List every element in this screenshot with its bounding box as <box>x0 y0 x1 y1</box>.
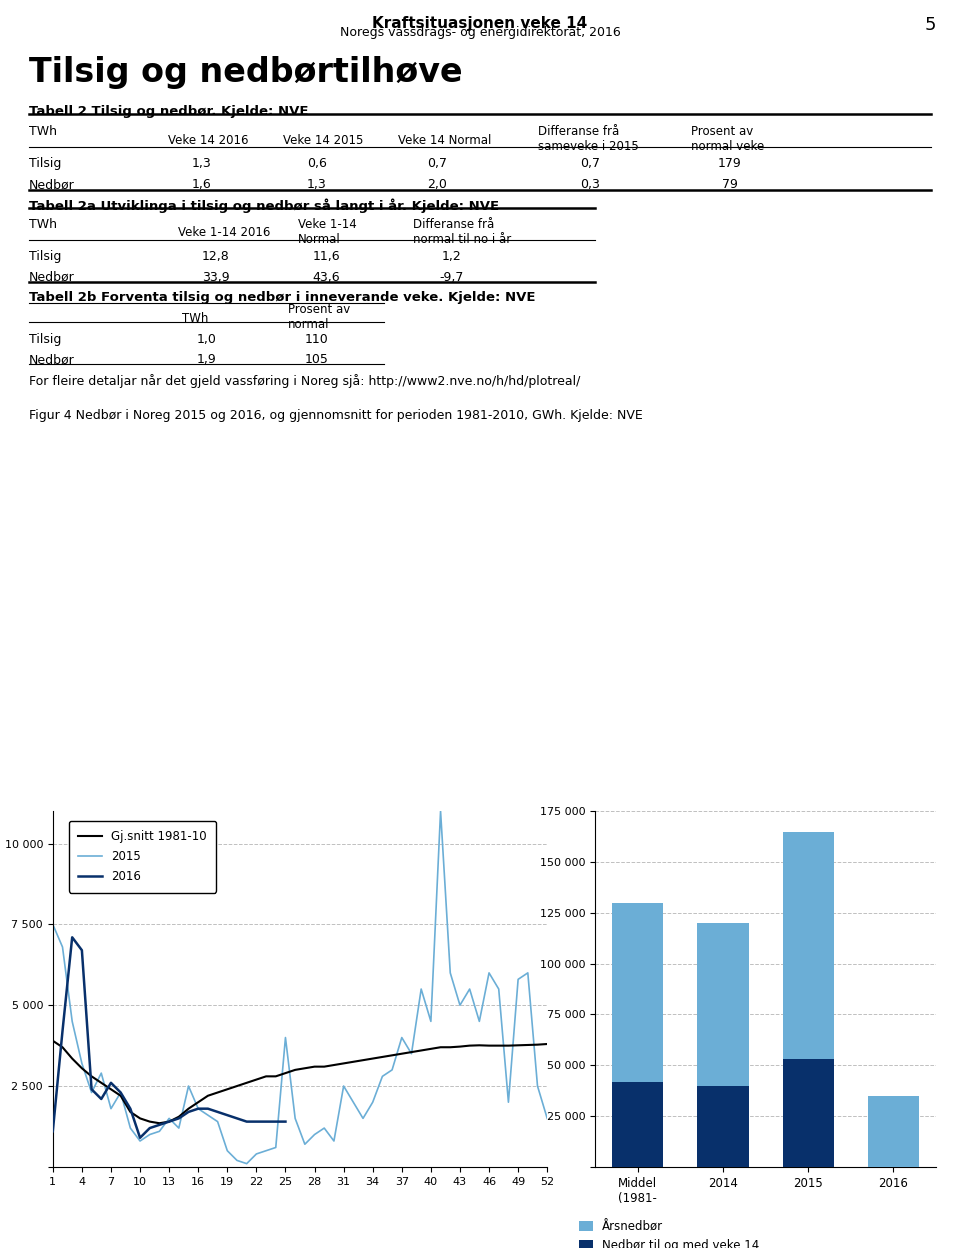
Text: Tabell 2 Tilsig og nedbør. Kjelde: NVE: Tabell 2 Tilsig og nedbør. Kjelde: NVE <box>29 105 308 117</box>
Text: Veke 1-14 2016: Veke 1-14 2016 <box>178 226 270 238</box>
Text: 79: 79 <box>722 178 737 191</box>
Text: 5: 5 <box>924 15 936 34</box>
Bar <box>612 1082 663 1167</box>
Text: 2,0: 2,0 <box>427 178 446 191</box>
Text: 1,2: 1,2 <box>442 250 461 262</box>
Text: 179: 179 <box>718 157 741 170</box>
Text: Differanse frå
sameveke i 2015: Differanse frå sameveke i 2015 <box>538 125 638 152</box>
Text: TWh: TWh <box>29 125 57 137</box>
Text: 1,3: 1,3 <box>307 178 326 191</box>
Text: Kraftsituasjonen veke 14: Kraftsituasjonen veke 14 <box>372 15 588 31</box>
Text: 1,9: 1,9 <box>197 353 216 366</box>
Bar <box>868 1096 919 1167</box>
Text: Tilsig: Tilsig <box>29 250 61 262</box>
Bar <box>612 902 663 1082</box>
Text: Tabell 2a Utviklinga i tilsig og nedbør så langt i år. Kjelde: NVE: Tabell 2a Utviklinga i tilsig og nedbør … <box>29 198 499 213</box>
Text: 1,6: 1,6 <box>192 178 211 191</box>
Text: 0,6: 0,6 <box>307 157 326 170</box>
Bar <box>782 831 833 1060</box>
Text: 110: 110 <box>305 333 328 346</box>
Text: 1,3: 1,3 <box>192 157 211 170</box>
Text: Tilsig: Tilsig <box>29 157 61 170</box>
Text: Veke 14 Normal: Veke 14 Normal <box>398 134 492 146</box>
Text: 12,8: 12,8 <box>203 250 229 262</box>
Text: 33,9: 33,9 <box>203 271 229 283</box>
Bar <box>697 924 749 1086</box>
Text: Figur 4 Nedbør i Noreg 2015 og 2016, og gjennomsnitt for perioden 1981-2010, GWh: Figur 4 Nedbør i Noreg 2015 og 2016, og … <box>29 409 642 422</box>
Text: Differanse frå
normal til no i år: Differanse frå normal til no i år <box>413 218 511 246</box>
Text: Tabell 2b Forventa tilsig og nedbør i inneverande veke. Kjelde: NVE: Tabell 2b Forventa tilsig og nedbør i in… <box>29 291 536 303</box>
Bar <box>868 1096 919 1167</box>
Text: 105: 105 <box>305 353 328 366</box>
Text: 0,7: 0,7 <box>427 157 446 170</box>
Bar <box>782 1060 833 1167</box>
Text: Nedbør: Nedbør <box>29 178 75 191</box>
Text: Veke 1-14
Normal: Veke 1-14 Normal <box>298 218 356 246</box>
Text: 0,7: 0,7 <box>581 157 600 170</box>
Legend: Årsnedbør, Nedbør til og med veke 14: Årsnedbør, Nedbør til og med veke 14 <box>574 1216 764 1248</box>
Text: 43,6: 43,6 <box>313 271 340 283</box>
Text: -9,7: -9,7 <box>439 271 464 283</box>
Text: Prosent av
normal veke: Prosent av normal veke <box>691 125 764 152</box>
Text: Veke 14 2015: Veke 14 2015 <box>283 134 364 146</box>
Text: Nedbør: Nedbør <box>29 353 75 366</box>
Text: 0,3: 0,3 <box>581 178 600 191</box>
Text: Nedbør: Nedbør <box>29 271 75 283</box>
Text: Prosent av
normal: Prosent av normal <box>288 303 350 331</box>
Bar <box>697 1086 749 1167</box>
Text: TWh: TWh <box>29 218 57 231</box>
Text: 11,6: 11,6 <box>313 250 340 262</box>
Text: TWh: TWh <box>182 312 208 324</box>
Text: Tilsig: Tilsig <box>29 333 61 346</box>
Text: For fleire detaljar når det gjeld vassføring i Noreg sjå: http://www2.nve.no/h/h: For fleire detaljar når det gjeld vassfø… <box>29 374 580 388</box>
Text: 1,0: 1,0 <box>197 333 216 346</box>
Text: Noregs vassdrags- og energidirektorat, 2016: Noregs vassdrags- og energidirektorat, 2… <box>340 26 620 39</box>
Legend: Gj.snitt 1981-10, 2015, 2016: Gj.snitt 1981-10, 2015, 2016 <box>68 821 216 892</box>
Text: Veke 14 2016: Veke 14 2016 <box>168 134 249 146</box>
Text: Tilsig og nedbørtilhøve: Tilsig og nedbørtilhøve <box>29 56 463 89</box>
